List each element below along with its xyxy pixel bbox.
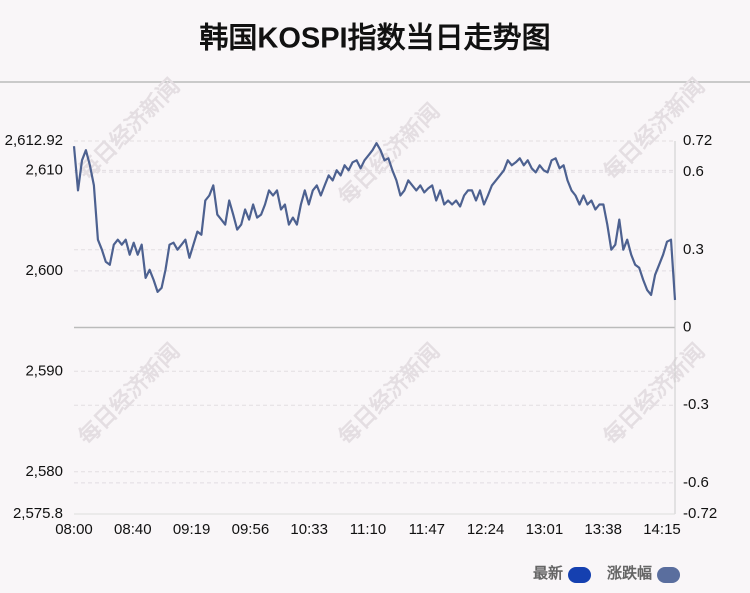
x-tick-label: 13:38: [584, 521, 622, 538]
y-tick-label: 2,612.92: [5, 132, 63, 149]
y2-tick-label: 0.6: [683, 163, 704, 180]
chart-title: 韩国KOSPI指数当日走势图: [199, 22, 550, 55]
y2-tick-label: -0.72: [683, 505, 717, 522]
x-tick-label: 08:40: [114, 521, 152, 538]
y-tick-label: 2,575.8: [13, 505, 63, 522]
legend-label: 最新: [533, 564, 563, 582]
y2-tick-label: 0.72: [683, 132, 712, 149]
y2-tick-label: -0.3: [683, 396, 709, 413]
y-tick-label: 2,580: [25, 463, 63, 480]
y2-tick-label: 0.3: [683, 241, 704, 258]
line: [72, 142, 677, 301]
y-tick-label: 2,600: [25, 262, 63, 279]
x-tick-label: 14:15: [643, 521, 681, 538]
y2-tick-label: -0.6: [683, 474, 709, 491]
x-tick-label: 08:00: [55, 521, 93, 538]
x-tick-label: 13:01: [526, 521, 564, 538]
x-tick-label: 11:47: [409, 521, 445, 538]
y-tick-label: 2,590: [25, 362, 63, 379]
legend-label: 涨跌幅: [607, 564, 652, 582]
x-tick-label: 09:19: [173, 521, 211, 538]
x-tick-label: 10:33: [290, 521, 328, 538]
x-tick-label: 09:56: [232, 521, 270, 538]
legend-swatch: [657, 567, 681, 583]
x-tick-label: 11:10: [350, 521, 386, 538]
y-tick-label: 2,610: [25, 161, 63, 178]
y2-tick-label: 0: [683, 318, 691, 335]
x-tick-label: 12:24: [467, 521, 505, 538]
legend-swatch: [568, 567, 592, 583]
